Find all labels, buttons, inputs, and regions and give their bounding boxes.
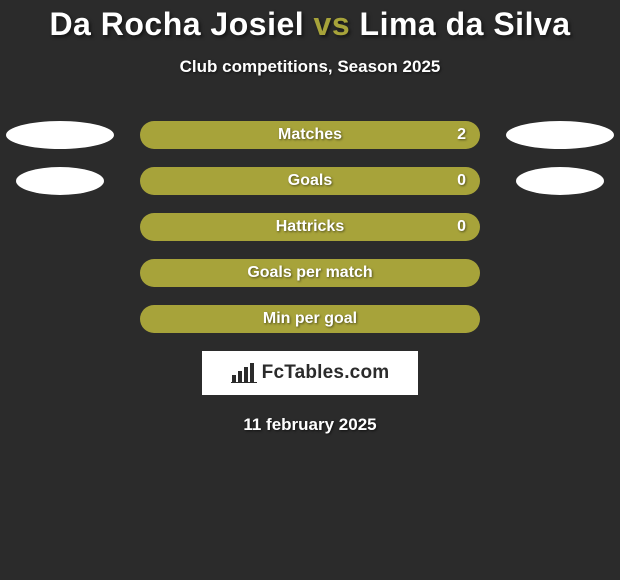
stat-label: Goals per match	[247, 264, 372, 282]
right-spacer	[506, 213, 614, 241]
subtitle: Club competitions, Season 2025	[0, 57, 620, 77]
stat-value: 2	[457, 126, 466, 144]
stat-row-min-per-goal: Min per goal	[0, 305, 620, 333]
right-spacer	[506, 259, 614, 287]
player-a-name: Da Rocha Josiel	[49, 6, 304, 42]
stat-value: 0	[457, 218, 466, 236]
stat-label: Min per goal	[263, 310, 357, 328]
player-b-name: Lima da Silva	[360, 6, 571, 42]
left-spacer	[6, 305, 114, 333]
stat-bar: Min per goal	[140, 305, 480, 333]
vs-separator: vs	[314, 6, 351, 42]
stat-row-matches: Matches 2	[0, 121, 620, 149]
stat-bar: Hattricks 0	[140, 213, 480, 241]
left-spacer	[6, 213, 114, 241]
logo-box: FcTables.com	[202, 351, 418, 395]
right-ellipse-icon	[516, 167, 604, 195]
bar-chart-icon	[231, 363, 257, 383]
left-ellipse-icon	[6, 121, 114, 149]
stat-label: Matches	[278, 126, 342, 144]
stat-bar: Goals per match	[140, 259, 480, 287]
stat-bar: Matches 2	[140, 121, 480, 149]
logo: FcTables.com	[231, 362, 390, 384]
comparison-infographic: Da Rocha Josiel vs Lima da Silva Club co…	[0, 0, 620, 435]
stat-value: 0	[457, 172, 466, 190]
stat-rows: Matches 2 Goals 0 Hattricks 0 Goals	[0, 121, 620, 333]
stat-row-hattricks: Hattricks 0	[0, 213, 620, 241]
right-ellipse-icon	[506, 121, 614, 149]
right-spacer	[506, 305, 614, 333]
stat-row-goals-per-match: Goals per match	[0, 259, 620, 287]
left-spacer	[6, 259, 114, 287]
stat-label: Goals	[288, 172, 332, 190]
date-text: 11 february 2025	[0, 415, 620, 435]
stat-row-goals: Goals 0	[0, 167, 620, 195]
logo-text: FcTables.com	[262, 362, 390, 384]
stat-bar: Goals 0	[140, 167, 480, 195]
left-ellipse-icon	[16, 167, 104, 195]
page-title: Da Rocha Josiel vs Lima da Silva	[0, 6, 620, 43]
stat-label: Hattricks	[276, 218, 344, 236]
